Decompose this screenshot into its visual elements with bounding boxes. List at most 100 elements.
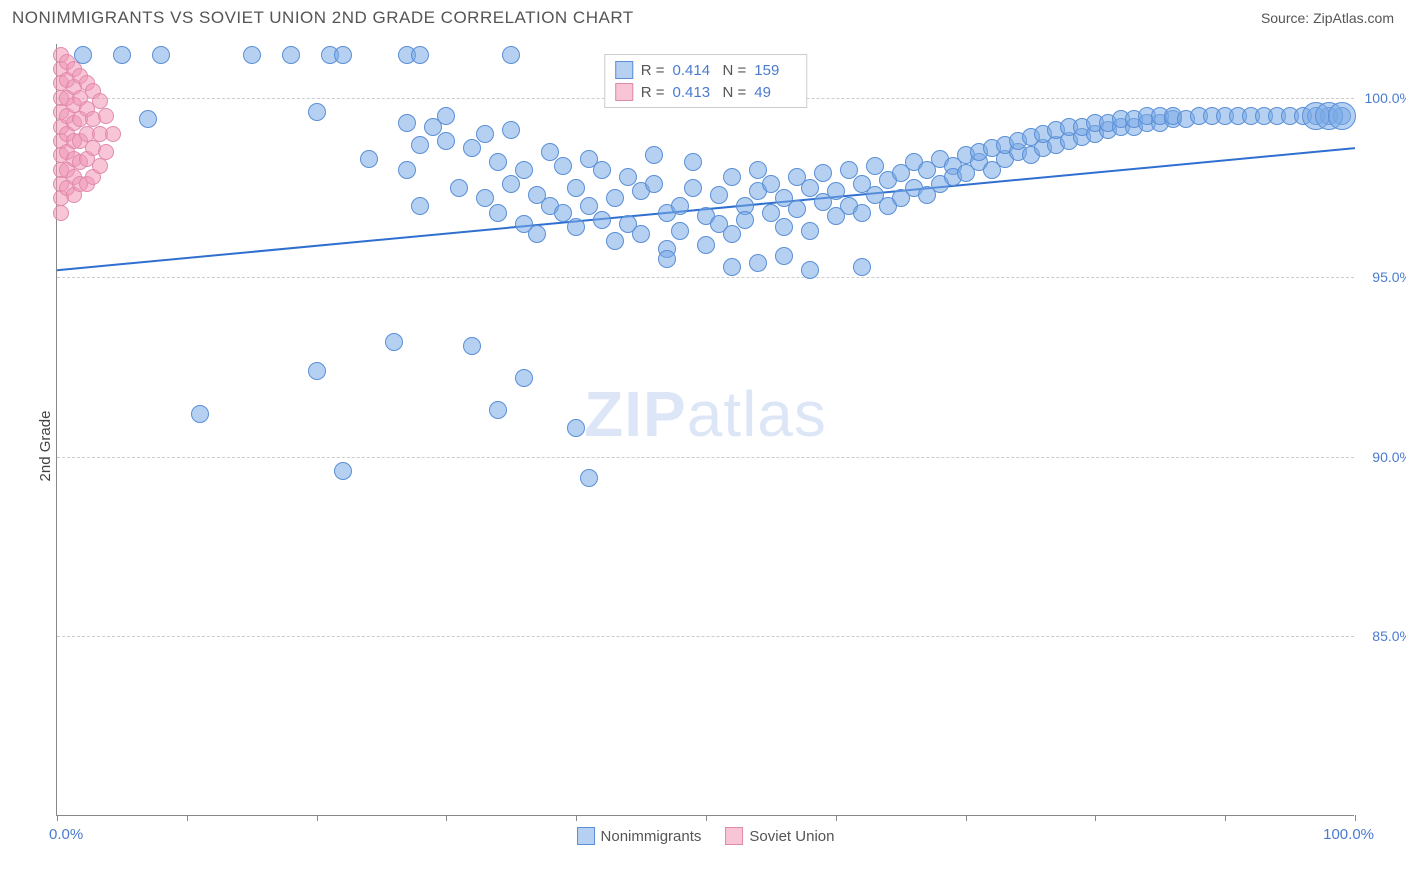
x-tick [1095,815,1096,821]
chart-title: NONIMMIGRANTS VS SOVIET UNION 2ND GRADE … [12,8,634,28]
stats-n-value: 49 [754,84,796,101]
scatter-point [528,225,546,243]
scatter-point [684,179,702,197]
scatter-point [593,161,611,179]
stats-n-label: N = [723,62,747,79]
y-tick-label: 95.0% [1372,269,1406,285]
scatter-point [580,469,598,487]
scatter-point-large [1328,102,1356,130]
scatter-point [645,146,663,164]
scatter-point [437,107,455,125]
scatter-point [98,108,114,124]
scatter-point [567,179,585,197]
legend-swatch [577,827,595,845]
scatter-point [463,337,481,355]
scatter-point [463,139,481,157]
scatter-point [489,153,507,171]
scatter-point [619,168,637,186]
stats-row: R =0.413N =49 [615,81,797,103]
scatter-point [567,218,585,236]
scatter-point [801,179,819,197]
watermark: ZIPatlas [584,377,827,451]
scatter-point [398,161,416,179]
scatter-point [671,197,689,215]
stats-r-value: 0.414 [673,62,715,79]
scatter-point [139,110,157,128]
gridline [57,636,1354,637]
scatter-point [334,462,352,480]
x-tick [576,815,577,821]
y-tick-label: 85.0% [1372,628,1406,644]
legend-item: Soviet Union [725,827,834,845]
stats-r-value: 0.413 [673,84,715,101]
scatter-point [645,175,663,193]
scatter-point [476,125,494,143]
scatter-point [606,189,624,207]
scatter-point [736,211,754,229]
scatter-point [105,126,121,142]
scatter-point [502,175,520,193]
x-tick [836,815,837,821]
legend-swatch [725,827,743,845]
stats-box: R =0.414N =159R =0.413N =49 [604,54,808,108]
scatter-point [385,333,403,351]
scatter-point [853,258,871,276]
stats-n-label: N = [723,84,747,101]
scatter-point [632,225,650,243]
scatter-point [92,158,108,174]
bottom-legend: Nonimmigrants Soviet Union [577,827,835,845]
scatter-point [502,121,520,139]
scatter-point [697,236,715,254]
x-tick [1225,815,1226,821]
scatter-point [567,419,585,437]
stats-row: R =0.414N =159 [615,59,797,81]
legend-label: Soviet Union [749,828,834,845]
x-tick [187,815,188,821]
x-tick [1355,815,1356,821]
scatter-point [411,46,429,64]
legend-label: Nonimmigrants [601,828,702,845]
scatter-point [489,401,507,419]
gridline [57,457,1354,458]
scatter-point [775,218,793,236]
scatter-point [840,161,858,179]
scatter-point [554,204,572,222]
chart-source: Source: ZipAtlas.com [1261,10,1394,26]
y-tick-label: 100.0% [1365,90,1406,106]
scatter-point [360,150,378,168]
scatter-point [801,222,819,240]
scatter-point [554,157,572,175]
scatter-point [866,157,884,175]
scatter-point [334,46,352,64]
stats-n-value: 159 [754,62,796,79]
scatter-point [489,204,507,222]
scatter-point [308,362,326,380]
scatter-point [853,204,871,222]
scatter-point [762,204,780,222]
x-axis-end-label: 100.0% [1323,826,1374,843]
scatter-point [710,186,728,204]
scatter-point [398,114,416,132]
scatter-point [243,46,261,64]
gridline [57,277,1354,278]
y-axis-label: 2nd Grade [37,411,54,482]
scatter-point [593,211,611,229]
scatter-point [775,247,793,265]
scatter-point [580,197,598,215]
scatter-point [308,103,326,121]
y-tick-label: 90.0% [1372,449,1406,465]
scatter-point [113,46,131,64]
scatter-point [827,182,845,200]
scatter-point [723,225,741,243]
scatter-point [502,46,520,64]
x-tick [966,815,967,821]
scatter-point [411,136,429,154]
scatter-point [98,144,114,160]
scatter-point [749,161,767,179]
scatter-point [53,205,69,221]
x-tick [446,815,447,821]
scatter-point [814,164,832,182]
scatter-point [411,197,429,215]
scatter-point [723,258,741,276]
chart-header: NONIMMIGRANTS VS SOVIET UNION 2ND GRADE … [0,0,1406,32]
